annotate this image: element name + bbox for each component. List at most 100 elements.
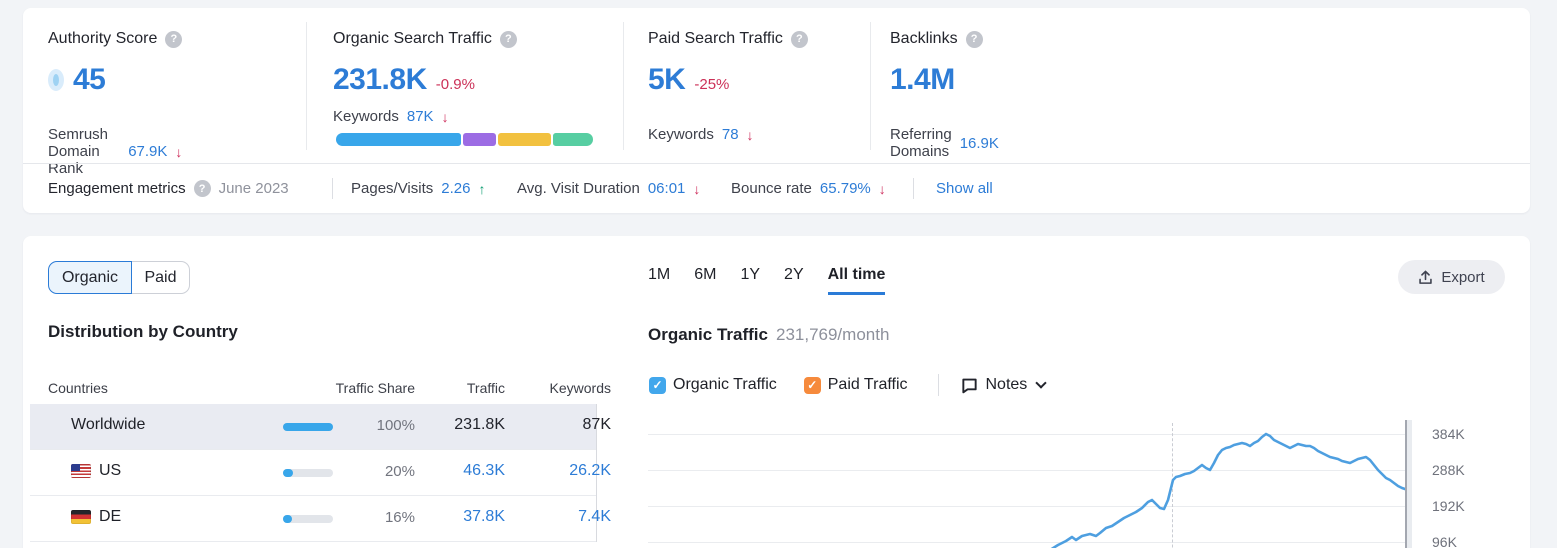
info-icon[interactable]: ? [965,30,983,48]
traffic-type-toggle: Organic Paid [48,261,190,294]
keywords-bar-segment [463,133,496,146]
divider [937,374,939,396]
info-icon[interactable]: ? [790,30,808,48]
gridline [648,434,1405,435]
chart-subtitle: 231,769/month [775,325,890,344]
chart-range-handle[interactable] [1405,420,1412,548]
backlinks-title: Backlinks [890,30,958,47]
info-icon[interactable]: ? [193,180,211,197]
organic-traffic-chart[interactable] [648,415,1412,548]
chart-legend: ✓ Organic Traffic ✓ Paid Traffic Notes [649,374,1047,396]
paid-traffic-title: Paid Search Traffic [648,30,783,47]
country-table-header: Countries Traffic Share Traffic Keywords [30,377,611,403]
y-axis-tick: 192K [1432,498,1465,514]
gridline [648,506,1405,507]
keywords-bar-segment [336,133,461,146]
y-axis-tick: 384K [1432,426,1465,442]
organic-traffic-legend-label: Organic Traffic [673,376,777,393]
authority-score-title: Authority Score [48,30,158,47]
card-divider [23,163,1530,164]
engagement-period: June 2023 [218,180,289,197]
tab-organic[interactable]: Organic [48,261,132,294]
avg-visit-duration-label: Avg. Visit Duration [517,180,640,197]
referring-domains-value-link[interactable]: 16.9K [959,134,999,152]
show-all-link[interactable]: Show all [936,180,993,197]
keywords-bar-segment [498,133,551,146]
range-all-time[interactable]: All time [827,266,886,295]
engagement-metrics-title: Engagement metrics [48,180,186,197]
y-axis-tick: 96K [1432,534,1457,548]
organic-traffic-delta: -0.9% [435,75,475,93]
chevron-down-icon [1035,377,1047,389]
traffic-value-link[interactable]: 46.3K [463,462,505,479]
notes-dropdown[interactable]: Notes [961,376,1047,394]
distribution-heading: Distribution by Country [48,322,238,341]
trend-down-icon: ↓ [441,108,449,125]
authority-gauge-icon [48,69,64,91]
authority-score-value: 45 [73,63,106,96]
domain-rank-value-link[interactable]: 67.9K [128,143,168,160]
gridline [648,542,1405,543]
engagement-metrics-row: Engagement metrics ? June 2023 Pages/Vis… [23,164,1530,213]
country-name: DE [99,508,122,525]
traffic-value: 231.8K [454,416,505,433]
trend-down-icon: ↓ [175,143,183,160]
keywords-bar-segment [553,133,593,146]
country-row-worldwide[interactable]: Worldwide 100% 231.8K 87K [30,404,611,450]
export-label: Export [1441,268,1485,286]
paid-keywords-label: Keywords [648,126,714,143]
tab-paid[interactable]: Paid [132,261,190,294]
paid-traffic-value: 5K [648,63,686,96]
keywords-value-link[interactable]: 26.2K [569,462,611,479]
traffic-card: Organic Paid Distribution by Country Cou… [23,236,1530,548]
export-button[interactable]: Export [1398,260,1505,294]
paid-traffic-checkbox[interactable]: ✓ [803,376,821,394]
range-2y[interactable]: 2Y [784,266,804,283]
organic-traffic-checkbox[interactable]: ✓ [649,376,666,394]
keywords-bar [336,133,593,146]
overview-card: Authority Score ? 45 Semrush Domain Rank… [23,8,1530,213]
range-1y[interactable]: 1Y [740,266,761,283]
keywords-value-link[interactable]: 7.4K [578,508,611,525]
keywords-value: 87K [582,416,611,433]
col-traffic-share: Traffic Share [335,380,415,396]
country-row-us[interactable]: US 20% 46.3K 26.2K [30,450,611,496]
paid-keywords-value-link[interactable]: 78 [721,126,739,143]
time-range-tabs: 1M 6M 1Y 2Y All time [648,266,886,295]
section-divider [623,22,624,150]
country-row-de[interactable]: DE 16% 37.8K 7.4K [30,496,611,542]
organic-traffic-title: Organic Search Traffic [333,30,492,47]
pages-visits-value: 2.26 [441,180,471,197]
range-6m[interactable]: 6M [694,266,717,283]
col-countries: Countries [48,380,108,396]
paid-search-traffic-section: Paid Search Traffic ? 5K -25% Keywords 7… [648,30,808,143]
trend-down-icon: ↓ [746,126,754,143]
organic-traffic-line [1050,432,1407,548]
paid-traffic-delta: -25% [694,75,730,93]
organic-traffic-value: 231.8K [333,63,427,96]
country-name: Worldwide [71,416,146,433]
info-icon[interactable]: ? [165,30,183,48]
trend-down-icon: ↓ [878,180,886,197]
section-divider [306,22,307,150]
info-icon[interactable]: ? [499,30,517,48]
notes-icon [961,378,977,393]
country-table: Worldwide 100% 231.8K 87K US 20% 46.3K 2… [30,404,611,542]
pages-visits-label: Pages/Visits [351,180,434,197]
y-axis-tick: 288K [1432,462,1465,478]
divider [332,178,333,199]
col-traffic: Traffic [466,380,505,396]
trend-up-icon: ↑ [478,180,486,197]
traffic-value-link[interactable]: 37.8K [463,508,505,525]
traffic-line-chart [1050,432,1407,548]
organic-search-traffic-section: Organic Search Traffic ? 231.8K -0.9% Ke… [333,30,593,146]
referring-domains-label: Referring Domains [890,126,952,160]
authority-score-section: Authority Score ? 45 Semrush Domain Rank… [48,30,183,177]
share-value: 16% [384,509,415,526]
export-icon [1419,270,1433,284]
range-1m[interactable]: 1M [648,266,671,283]
de-flag-icon [71,510,91,524]
gridline [648,470,1405,471]
country-name: US [99,462,122,479]
keywords-value-link[interactable]: 87K [406,108,434,125]
